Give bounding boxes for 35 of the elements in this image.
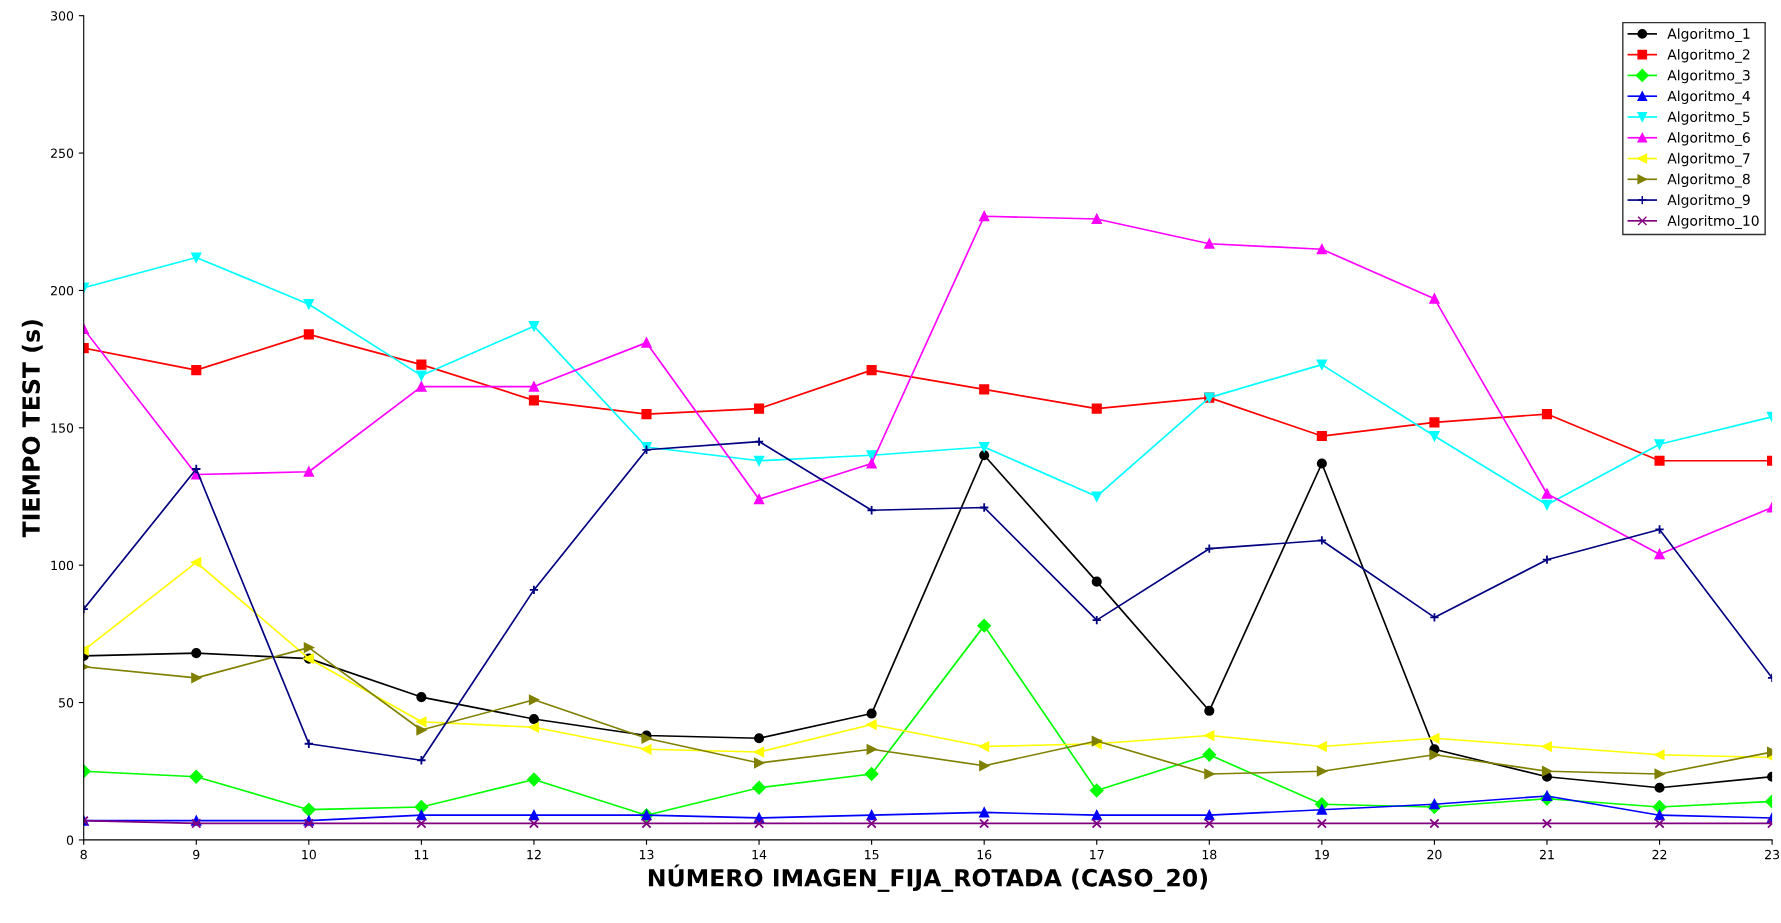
y-tick-label: 150 — [51, 423, 74, 433]
x-tick-label: 21 — [1539, 849, 1554, 860]
legend-label: Algoritmo_4 — [1667, 90, 1750, 105]
x-tick-label: 8 — [80, 849, 87, 860]
y-tick-label: 100 — [51, 560, 74, 571]
y-tick-label: 300 — [51, 11, 74, 21]
y-axis-title: TIEMPO TEST (s) — [21, 320, 43, 538]
x-tick-label: 19 — [1315, 849, 1329, 860]
x-tick-label: 14 — [752, 850, 767, 860]
x-axis-title: NÚMERO IMAGEN_FIJA_ROTADA (CASO_20) — [648, 864, 1207, 892]
x-tick-label: 10 — [302, 849, 316, 860]
legend-label: Algoritmo_6 — [1667, 132, 1750, 146]
x-tick-label: 23 — [1765, 849, 1780, 860]
x-tick-label: 22 — [1652, 849, 1667, 860]
legend-label: Algoritmo_2 — [1667, 48, 1750, 63]
x-tick-label: 17 — [1090, 850, 1104, 860]
y-tick-label: 250 — [51, 148, 74, 158]
y-tick-label: 200 — [51, 285, 74, 296]
x-tick-label: 9 — [193, 849, 200, 860]
legend-label: Algoritmo_8 — [1667, 173, 1750, 188]
legend-label: Algoritmo_9 — [1667, 194, 1750, 209]
x-tick-label: 12 — [527, 849, 541, 860]
x-tick-label: 15 — [865, 850, 879, 860]
legend-label: Algoritmo_3 — [1667, 69, 1750, 84]
x-tick-label: 11 — [414, 850, 429, 860]
y-tick-label: 0 — [66, 835, 74, 845]
x-tick-label: 13 — [639, 849, 654, 860]
legend-label: Algoritmo_10 — [1667, 215, 1759, 229]
x-tick-label: 18 — [1202, 849, 1217, 860]
legend-label: Algoritmo_7 — [1667, 152, 1750, 167]
legend-label: Algoritmo_1 — [1667, 28, 1750, 43]
legend-label: Algoritmo_5 — [1667, 111, 1750, 126]
y-tick-label: 50 — [59, 698, 74, 708]
x-tick-label: 20 — [1427, 849, 1442, 860]
x-tick-label: 16 — [977, 849, 992, 860]
